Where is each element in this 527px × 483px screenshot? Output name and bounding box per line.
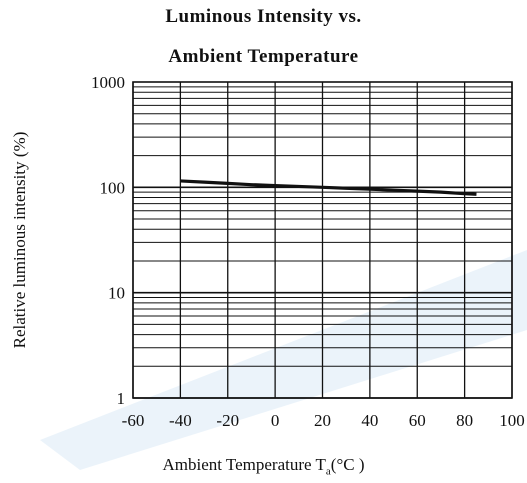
watermark: [40, 250, 527, 470]
x-tick-label: 80: [456, 411, 473, 430]
y-tick-label: 10: [108, 284, 125, 303]
plot-frame: [132, 81, 513, 399]
plot-border: [132, 81, 513, 399]
series-group: [180, 179, 477, 196]
watermark-band: [40, 250, 527, 470]
x-tick-label: -20: [216, 411, 239, 430]
x-tick-label: -60: [122, 411, 145, 430]
x-tick-label: 20: [314, 411, 331, 430]
x-axis-label: Ambient Temperature Ta(°C ): [0, 455, 527, 477]
x-tick-label: 100: [499, 411, 525, 430]
y-tick-labels: 1 10 100 1000: [91, 73, 125, 408]
chart-title: Luminous Intensity vs.: [165, 6, 362, 27]
x-tick-label: 60: [409, 411, 426, 430]
chart-subtitle: Ambient Temperature: [168, 46, 359, 67]
y-tick-label: 1000: [91, 73, 125, 92]
y-tick-label: 1: [117, 389, 126, 408]
x-tick-label: 0: [271, 411, 280, 430]
x-tick-labels: -60 -40 -20 0 20 40 60 80 100: [122, 411, 525, 430]
x-axis-label-unit: (°C ): [330, 455, 365, 474]
y-axis-label: Relative luminous intensity (%): [10, 131, 29, 349]
y-tick-label: 100: [100, 178, 126, 197]
x-axis-label-subscript: a: [325, 465, 331, 478]
x-tick-label: 40: [361, 411, 378, 430]
series-line-1: [180, 179, 477, 196]
x-axis-label-text: Ambient Temperature T: [162, 455, 326, 474]
x-tick-label: -40: [169, 411, 192, 430]
